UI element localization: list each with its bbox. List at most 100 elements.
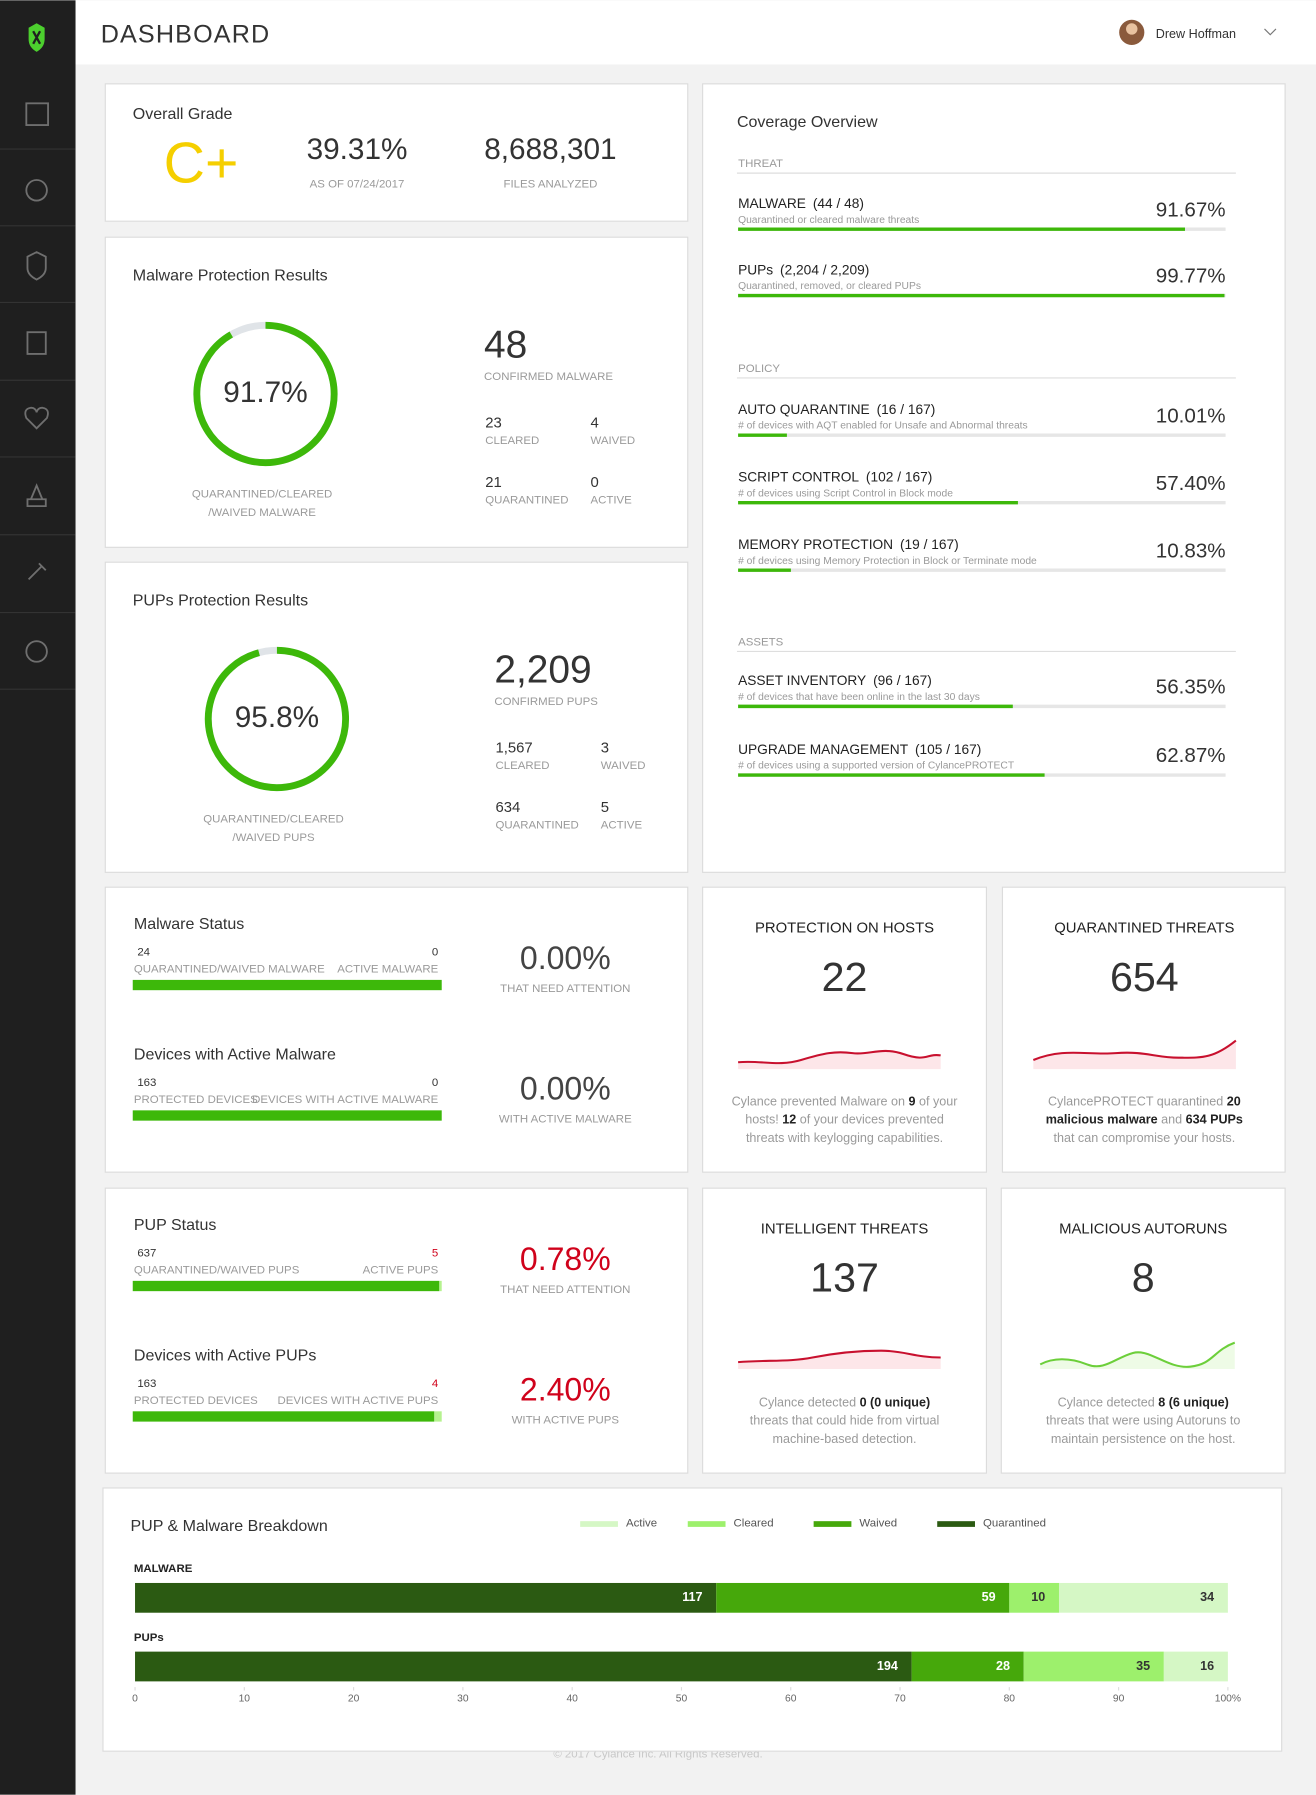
tile-text-bold: malicious malware [1046, 1113, 1158, 1127]
right-label: ACTIVE PUPS [363, 1265, 439, 1277]
tile-title: INTELLIGENT THREATS [761, 1221, 929, 1237]
card-malware-protection [104, 236, 689, 548]
x-tick-label: 30 [457, 1693, 469, 1704]
sparkline-area [738, 1050, 941, 1070]
sparkline [1032, 1039, 1237, 1061]
item-count: (44 / 48) [813, 196, 864, 211]
x-tick-label: 70 [894, 1693, 906, 1704]
bar-segment [911, 1651, 1024, 1682]
right-value: 0 [432, 1077, 438, 1089]
status-bar-left [132, 1110, 442, 1121]
tile-text-bold: 20 [1227, 1095, 1241, 1109]
tile-text-part: Cylance detected [759, 1396, 860, 1410]
nav-users[interactable] [26, 483, 47, 508]
stat-label: WAIVED [590, 435, 635, 447]
coverage-item-name: MALWARE (44 / 48) [738, 196, 864, 211]
tile-text: machine-based detection. [773, 1432, 917, 1446]
stat-value: 1,567 [496, 741, 533, 757]
tile-text-bold: 8 (6 unique) [1158, 1396, 1229, 1410]
tile-text: threats that were using Autoruns to [1046, 1414, 1240, 1428]
stat-label: CLEARED [496, 760, 550, 772]
left-label: PROTECTED DEVICES [134, 1094, 258, 1106]
status-title: Malware Status [134, 915, 244, 933]
user-name[interactable]: Drew Hoffman [1156, 27, 1236, 41]
tile-text-part: of your devices prevented [796, 1113, 944, 1127]
nav-zones[interactable] [25, 640, 48, 663]
bar-value-label: 117 [682, 1590, 702, 1604]
tile-text-bold: 9 [908, 1095, 915, 1109]
coverage-item-name: MEMORY PROTECTION (19 / 167) [738, 537, 959, 552]
nav-health[interactable] [24, 406, 49, 430]
stat-value: 23 [485, 416, 502, 432]
files-count: 8,688,301 [484, 133, 616, 166]
stat-value: 4 [590, 416, 598, 432]
card-title: PUPs Protection Results [133, 591, 308, 609]
nav-dashboard[interactable] [25, 102, 49, 126]
bar-value-label: 35 [1136, 1659, 1150, 1673]
left-label: QUARANTINED/WAIVED PUPS [134, 1265, 300, 1277]
nav-settings[interactable] [27, 562, 47, 581]
x-tick-label: 50 [676, 1693, 688, 1704]
item-description: # of devices that have been online in th… [738, 692, 980, 703]
left-label: PROTECTED DEVICES [134, 1395, 258, 1407]
status-percent: 0.00% [520, 940, 611, 976]
stat-value: 21 [485, 475, 502, 491]
tile-text-part: of your [915, 1095, 957, 1109]
item-name: MALWARE [738, 196, 806, 211]
status-percent-label: WITH ACTIVE MALWARE [499, 1114, 632, 1126]
sparklines [738, 1039, 1237, 1369]
card-pups-protection [104, 561, 689, 873]
files-label: FILES ANALYZED [503, 179, 597, 191]
grade-percent: 39.31% [307, 133, 408, 166]
logo-mark [32, 30, 42, 45]
card-tile [1000, 1187, 1286, 1474]
card-title: Malware Protection Results [133, 266, 328, 284]
nav-policy[interactable] [26, 251, 47, 281]
item-description: Quarantined or cleared malware threats [738, 215, 919, 226]
tile-text-part: Cylance detected [1058, 1396, 1159, 1410]
section-label: THREAT [738, 158, 783, 170]
user-menu-chevron[interactable] [1264, 28, 1277, 36]
bar-segment [716, 1582, 1010, 1613]
sparkline-area [1040, 1342, 1235, 1369]
legend-label: Cleared [734, 1517, 774, 1529]
ring-label: 91.7% [223, 376, 307, 409]
tile-title: QUARANTINED THREATS [1054, 920, 1234, 936]
confirmed-caption: CONFIRMED MALWARE [484, 371, 613, 383]
bar-segment [1163, 1651, 1228, 1682]
item-value: 99.77% [1156, 265, 1226, 288]
item-description: Quarantined, removed, or cleared PUPs [738, 281, 921, 292]
header-bar [75, 0, 1316, 65]
tile-text: hosts! 12 of your devices prevented [745, 1113, 944, 1127]
right-label: ACTIVE MALWARE [337, 964, 438, 976]
nav-protection[interactable] [25, 179, 48, 202]
item-value: 57.40% [1156, 472, 1226, 495]
legend-swatch [687, 1521, 726, 1527]
grade-date: AS OF 07/24/2017 [310, 179, 405, 191]
bar-value-label: 194 [877, 1659, 898, 1673]
legend-label: Waived [859, 1517, 897, 1529]
legend-swatch [580, 1521, 618, 1527]
sidebar [0, 0, 76, 1795]
item-name: ASSET INVENTORY [738, 673, 866, 688]
chart-title: PUP & Malware Breakdown [130, 1517, 327, 1535]
ring-caption: /WAIVED MALWARE [208, 507, 316, 519]
nav-reports[interactable] [26, 331, 47, 355]
stat-value: 634 [496, 800, 521, 816]
tile-text-part: hosts! [745, 1113, 782, 1127]
section-label: ASSETS [738, 636, 784, 648]
card-title: Overall Grade [133, 105, 233, 123]
status-percent: 2.40% [520, 1371, 611, 1407]
card-tile [1001, 886, 1286, 1173]
coverage-item-name: PUPs (2,204 / 2,209) [738, 262, 869, 277]
tile-text-part: threats that were using Autoruns to [1046, 1414, 1240, 1428]
stat-value: 5 [601, 800, 609, 816]
bar-value-label: 34 [1200, 1590, 1214, 1604]
status-percent: 0.78% [520, 1241, 611, 1277]
legend-swatch [937, 1521, 975, 1527]
tile-value: 8 [1132, 1255, 1155, 1301]
item-description: # of devices with AQT enabled for Unsafe… [738, 421, 1028, 432]
item-count: (102 / 167) [866, 469, 932, 484]
ring [193, 321, 338, 467]
